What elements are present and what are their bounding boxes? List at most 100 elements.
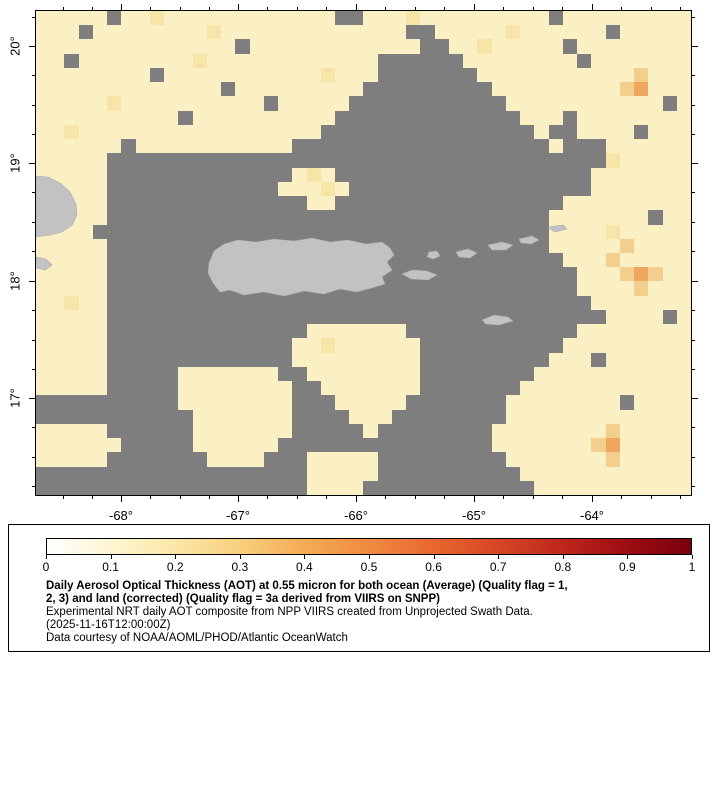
raster-cell xyxy=(36,11,51,26)
raster-cell xyxy=(249,267,264,282)
raster-cell xyxy=(107,124,122,140)
raster-cell xyxy=(363,224,378,239)
raster-cell xyxy=(491,352,506,367)
raster-cell xyxy=(263,210,279,225)
raster-cell xyxy=(505,281,521,296)
raster-cell xyxy=(292,267,307,282)
raster-cell xyxy=(78,39,93,54)
raster-cell xyxy=(349,338,364,353)
raster-cell xyxy=(306,167,321,182)
raster-cell xyxy=(92,309,108,325)
raster-cell xyxy=(562,253,578,268)
raster-cell xyxy=(235,167,250,182)
raster-cell xyxy=(192,139,207,154)
axis-tick xyxy=(692,456,695,458)
raster-cell xyxy=(349,238,364,253)
axis-tick xyxy=(621,7,623,10)
raster-cell xyxy=(306,25,321,40)
raster-cell xyxy=(477,381,492,396)
raster-cell xyxy=(349,11,364,26)
raster-cell xyxy=(320,281,336,296)
colorbar-tick-label: 0.9 xyxy=(619,560,636,574)
raster-cell xyxy=(534,181,549,197)
raster-cell xyxy=(434,153,449,168)
raster-cell xyxy=(192,352,207,367)
raster-cell xyxy=(178,381,193,396)
raster-cell xyxy=(249,338,264,353)
raster-cell xyxy=(548,409,563,424)
raster-cell xyxy=(235,381,250,396)
raster-cell xyxy=(92,381,108,396)
raster-cell xyxy=(676,139,691,154)
raster-cell xyxy=(648,67,663,83)
raster-cell xyxy=(648,281,663,296)
raster-cell xyxy=(534,196,549,211)
axis-tick xyxy=(179,496,181,499)
raster-cell xyxy=(619,267,635,282)
raster-cell xyxy=(149,352,165,367)
raster-cell xyxy=(292,210,307,225)
raster-cell xyxy=(292,423,307,439)
raster-cell xyxy=(562,196,578,211)
raster-cell xyxy=(619,11,635,26)
raster-cell xyxy=(577,210,592,225)
raster-cell xyxy=(164,67,179,83)
axis-tick xyxy=(692,221,695,223)
raster-cell xyxy=(64,238,79,253)
raster-cell xyxy=(135,466,150,481)
raster-cell xyxy=(520,253,535,268)
raster-cell xyxy=(221,181,236,197)
colorbar-tick xyxy=(239,555,241,559)
raster-cell xyxy=(619,96,635,111)
raster-cell xyxy=(206,67,222,83)
raster-cell xyxy=(406,224,421,239)
raster-cell xyxy=(448,395,464,410)
raster-cell xyxy=(107,153,122,168)
raster-cell xyxy=(634,324,649,339)
raster-cell xyxy=(221,196,236,211)
raster-cell xyxy=(463,281,478,296)
raster-cell xyxy=(278,438,293,453)
raster-cell xyxy=(577,196,592,211)
raster-cell xyxy=(391,480,407,495)
colorbar-tick-label: 0.6 xyxy=(425,560,442,574)
raster-cell xyxy=(505,366,521,382)
raster-cell xyxy=(192,124,207,140)
raster-cell xyxy=(605,82,620,97)
raster-cell xyxy=(192,438,207,453)
raster-cell xyxy=(662,67,677,83)
raster-cell xyxy=(221,309,236,325)
raster-cell xyxy=(206,196,222,211)
raster-cell xyxy=(619,409,635,424)
raster-cell xyxy=(192,210,207,225)
raster-cell xyxy=(505,352,521,367)
raster-cell xyxy=(135,181,150,197)
raster-cell xyxy=(149,110,165,125)
raster-cell xyxy=(534,480,549,495)
raster-cell xyxy=(36,96,51,111)
raster-cell xyxy=(619,153,635,168)
raster-cell xyxy=(263,196,279,211)
raster-cell xyxy=(448,53,464,68)
raster-cell xyxy=(377,253,392,268)
raster-cell xyxy=(420,295,435,310)
raster-cell xyxy=(634,309,649,325)
raster-cell xyxy=(634,253,649,268)
raster-cell xyxy=(377,238,392,253)
raster-cell xyxy=(92,11,108,26)
raster-cell xyxy=(577,39,592,54)
raster-cell xyxy=(221,338,236,353)
raster-cell xyxy=(121,381,136,396)
axis-tick xyxy=(29,163,35,164)
raster-cell xyxy=(349,381,364,396)
raster-cell xyxy=(335,480,350,495)
colorbar-tick xyxy=(562,555,564,559)
raster-cell xyxy=(520,352,535,367)
raster-cell xyxy=(605,309,620,325)
raster-cell xyxy=(463,438,478,453)
raster-cell xyxy=(292,438,307,453)
raster-cell xyxy=(320,238,336,253)
raster-cell xyxy=(577,253,592,268)
raster-cell xyxy=(577,466,592,481)
raster-cell xyxy=(577,423,592,439)
